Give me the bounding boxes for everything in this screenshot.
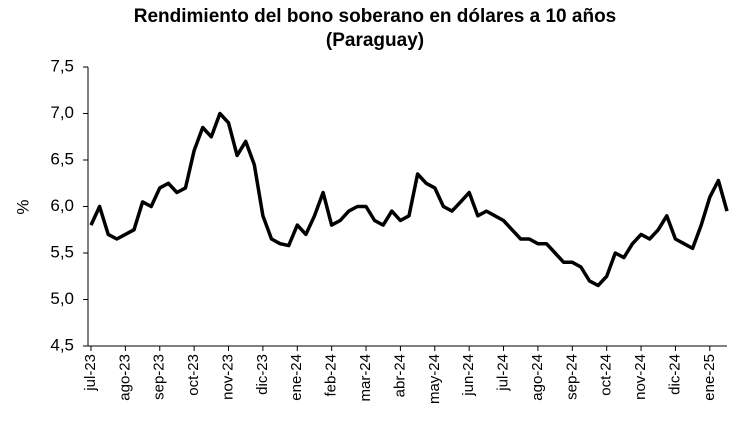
line-series [89, 111, 729, 288]
x-tick-label: oct-23 [185, 354, 202, 396]
x-tick-label: ene-25 [701, 354, 718, 401]
x-tick-label: oct-24 [598, 354, 615, 396]
y-axis-label: % [13, 199, 32, 214]
x-tick-label: nov-24 [632, 354, 649, 400]
x-tick-label: abr-24 [391, 354, 408, 397]
y-tick-label: 5,5 [50, 242, 74, 261]
x-tick-label: nov-23 [219, 354, 236, 400]
x-tick-label: dic-23 [254, 354, 271, 395]
x-tick-label: ene-24 [288, 354, 305, 401]
y-tick-label: 6,5 [50, 149, 74, 168]
x-tick-label: may-24 [426, 354, 443, 404]
x-tick-label: feb-24 [323, 354, 340, 397]
y-tick-label: 7,5 [50, 56, 74, 75]
x-tick-label: jul-24 [495, 354, 512, 392]
x-tick-label: jun-24 [460, 354, 477, 397]
y-tick-label: 4,5 [50, 335, 74, 354]
x-tick-label: ago-23 [116, 354, 133, 401]
x-tick-label: mar-24 [357, 354, 374, 402]
chart-title: (Paraguay) [326, 30, 424, 51]
y-tick-label: 7,0 [50, 103, 74, 122]
x-tick-label: dic-24 [666, 354, 683, 395]
x-tick-label: ago-24 [529, 354, 546, 401]
y-tick-label: 6,0 [50, 196, 74, 215]
x-tick-label: jul-23 [82, 354, 99, 392]
x-tick-label: sep-23 [151, 354, 168, 400]
y-tick-label: 5,0 [50, 289, 74, 308]
x-tick-label: sep-24 [563, 354, 580, 400]
chart-title: Rendimiento del bono soberano en dólares… [134, 6, 617, 27]
